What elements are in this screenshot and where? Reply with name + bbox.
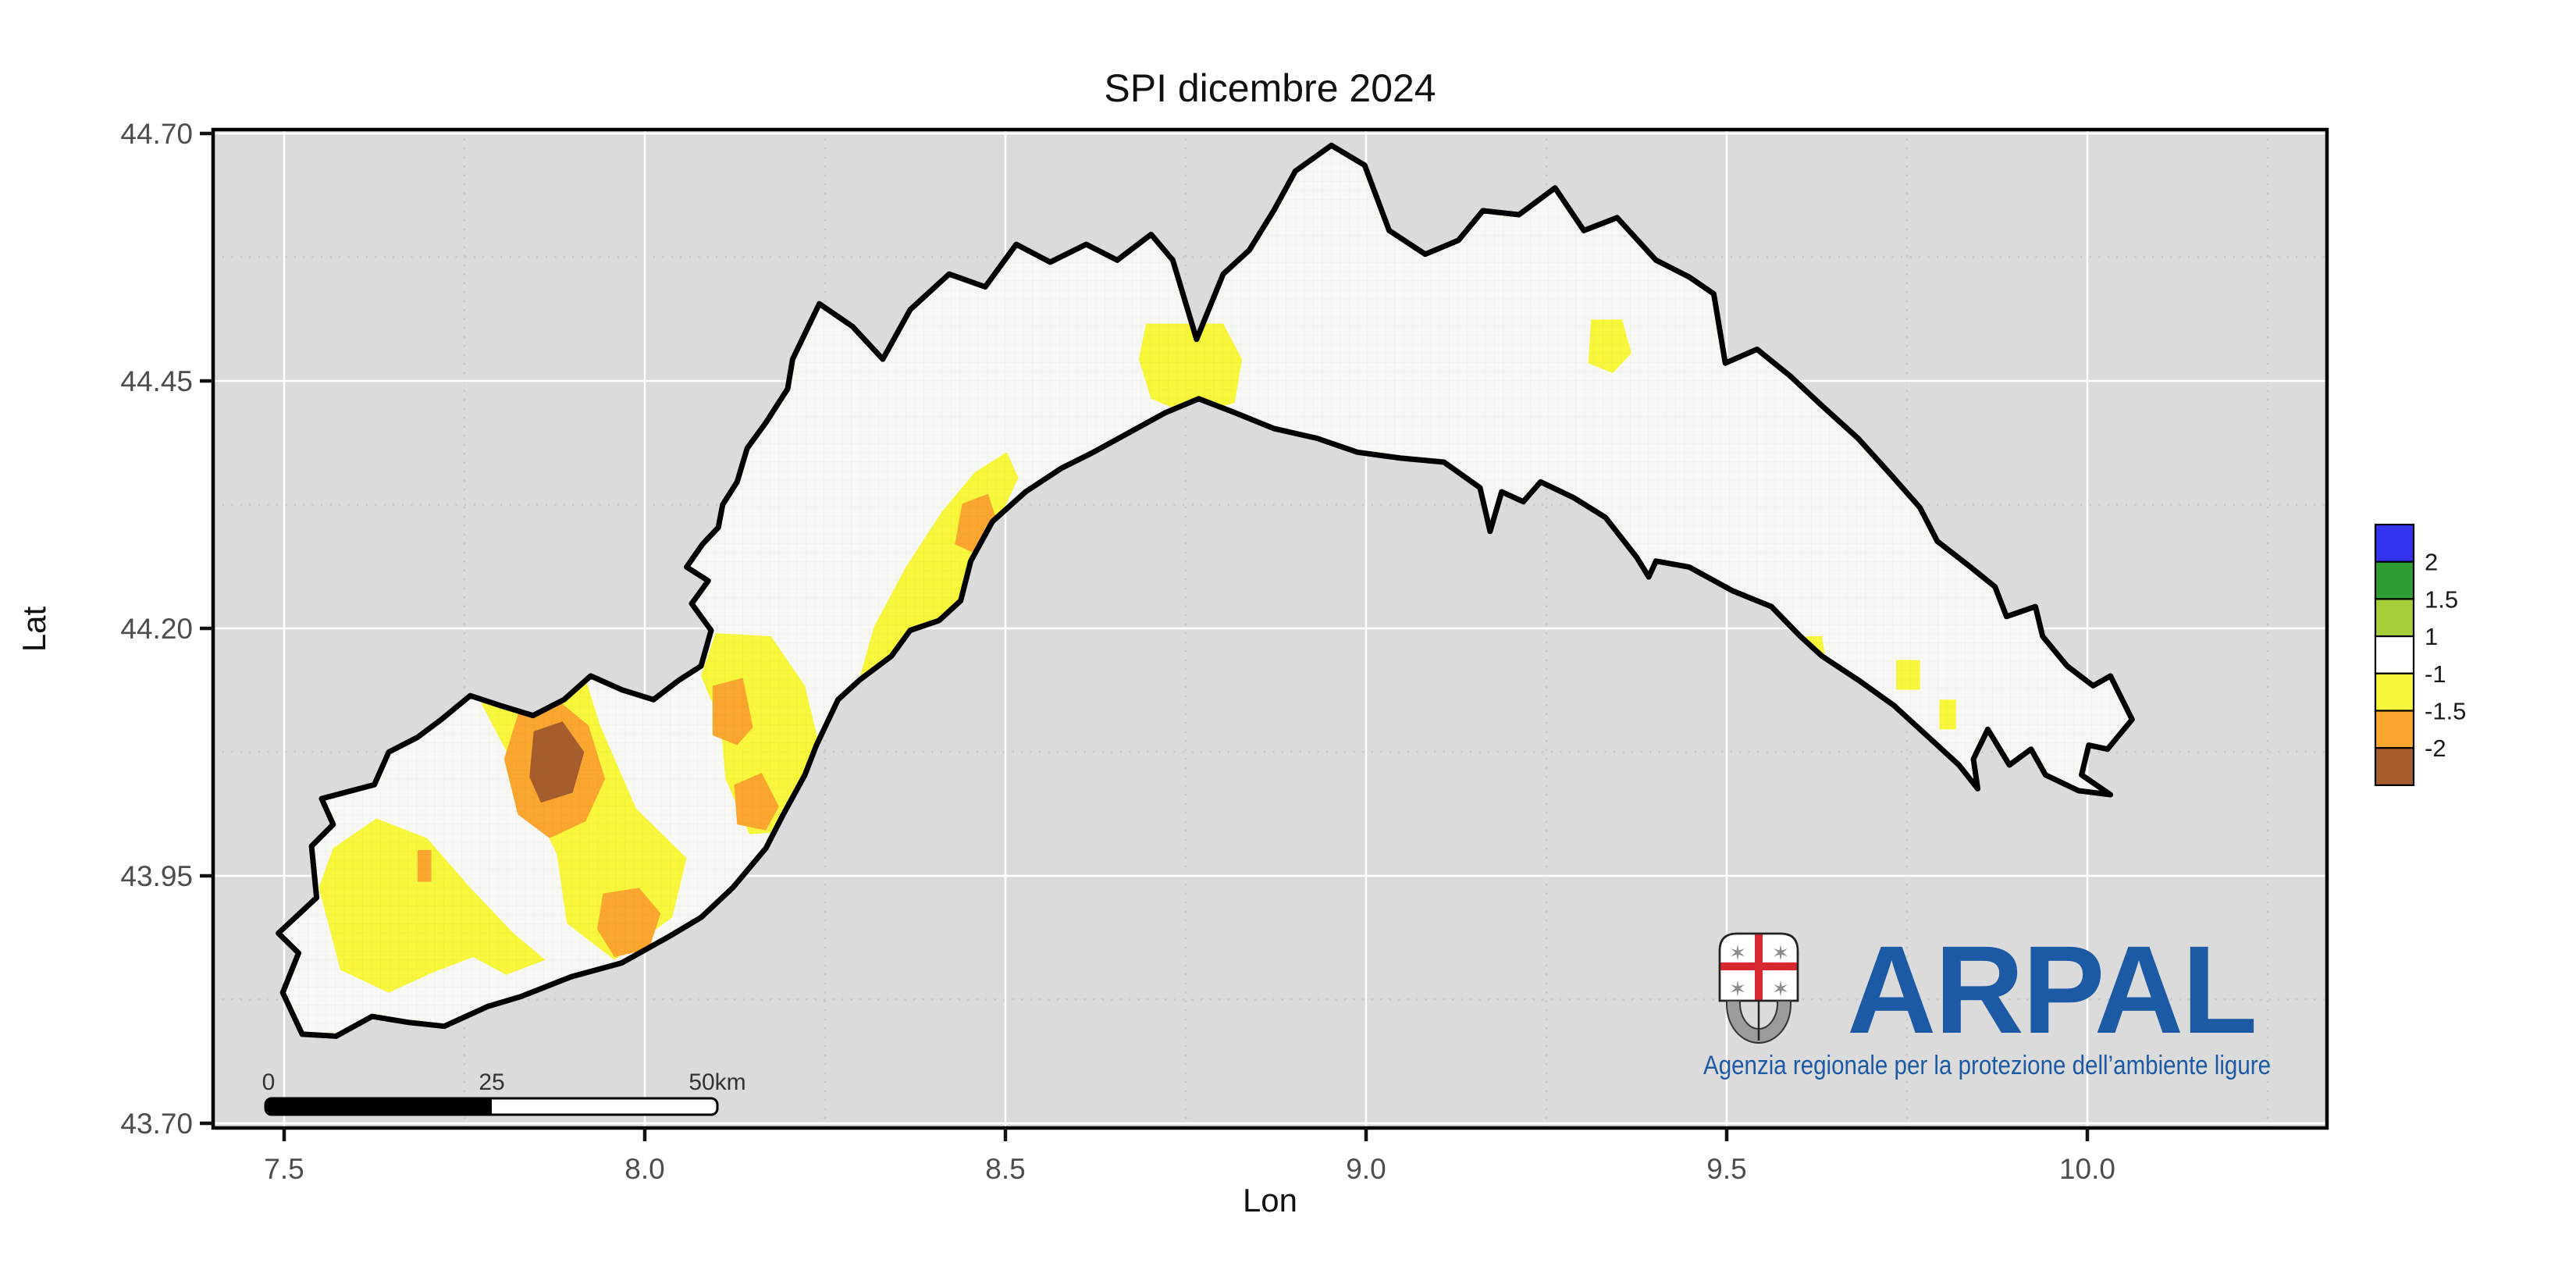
y-tick-label: 43.95 (120, 860, 193, 892)
legend-label: -2 (2425, 735, 2446, 762)
legend-label: -1 (2425, 660, 2446, 688)
figure-title: SPI dicembre 2024 (1104, 66, 1436, 110)
legend-swatch (2374, 710, 2415, 749)
liguria-crest-icon: ✶ ✶ ✶ ✶ (1718, 932, 1799, 1044)
crest-star-icon: ✶ (1729, 977, 1747, 1001)
y-tick-label: 44.70 (120, 118, 193, 150)
x-tick-label: 8.0 (624, 1153, 664, 1185)
x-axis-title: Lon (1243, 1182, 1297, 1219)
y-tick-label: 43.70 (120, 1108, 193, 1140)
x-tick-label: 7.5 (264, 1153, 304, 1185)
x-tick-label: 8.5 (985, 1153, 1025, 1185)
legend-label: 1 (2425, 623, 2438, 650)
crest-star-icon: ✶ (1772, 977, 1790, 1001)
legend-swatch (2374, 598, 2415, 638)
arpal-logo: ✶ ✶ ✶ ✶ ARPAL Agenzia regionale per la p… (1703, 920, 2271, 1080)
legend-swatch (2374, 747, 2415, 787)
arpal-subtitle: Agenzia regionale per la protezione dell… (1703, 1051, 2271, 1080)
liguria-outline (276, 142, 2135, 1039)
legend-label: -1.5 (2425, 698, 2466, 725)
y-axis-title: Lat (16, 606, 52, 652)
x-tick-label: 10.0 (2059, 1153, 2115, 1185)
map-panel: 7.5 8.0 8.5 9.0 9.5 10.0 44.70 44.45 44.20 43.95 4… (120, 118, 2329, 1185)
legend-swatch (2374, 672, 2415, 712)
y-tick-label: 44.20 (120, 613, 193, 645)
y-tick-label: 44.45 (120, 365, 193, 397)
scale-bar-border (264, 1097, 719, 1116)
arpal-wordmark: ARPAL (1847, 920, 2256, 1059)
scale-bar: 0 25 50km (262, 1069, 746, 1116)
legend-swatch (2374, 635, 2415, 674)
legend-swatch (2374, 523, 2415, 563)
crest-star-icon: ✶ (1729, 941, 1747, 965)
x-tick-label: 9.5 (1706, 1153, 1746, 1185)
x-tick-label: 9.0 (1346, 1153, 1386, 1185)
legend: 2 1.5 1 -1 -1.5 -2 (2374, 523, 2466, 787)
legend-swatch (2374, 560, 2415, 600)
legend-label: 1.5 (2425, 585, 2458, 613)
scale-bar-label: 0 (262, 1069, 276, 1095)
legend-label: 2 (2425, 549, 2438, 576)
scale-bar-segment-black (265, 1098, 492, 1115)
scale-bar-label: 25 (479, 1069, 504, 1095)
crest-star-icon: ✶ (1772, 941, 1790, 965)
scale-bar-label: 50km (688, 1069, 745, 1095)
